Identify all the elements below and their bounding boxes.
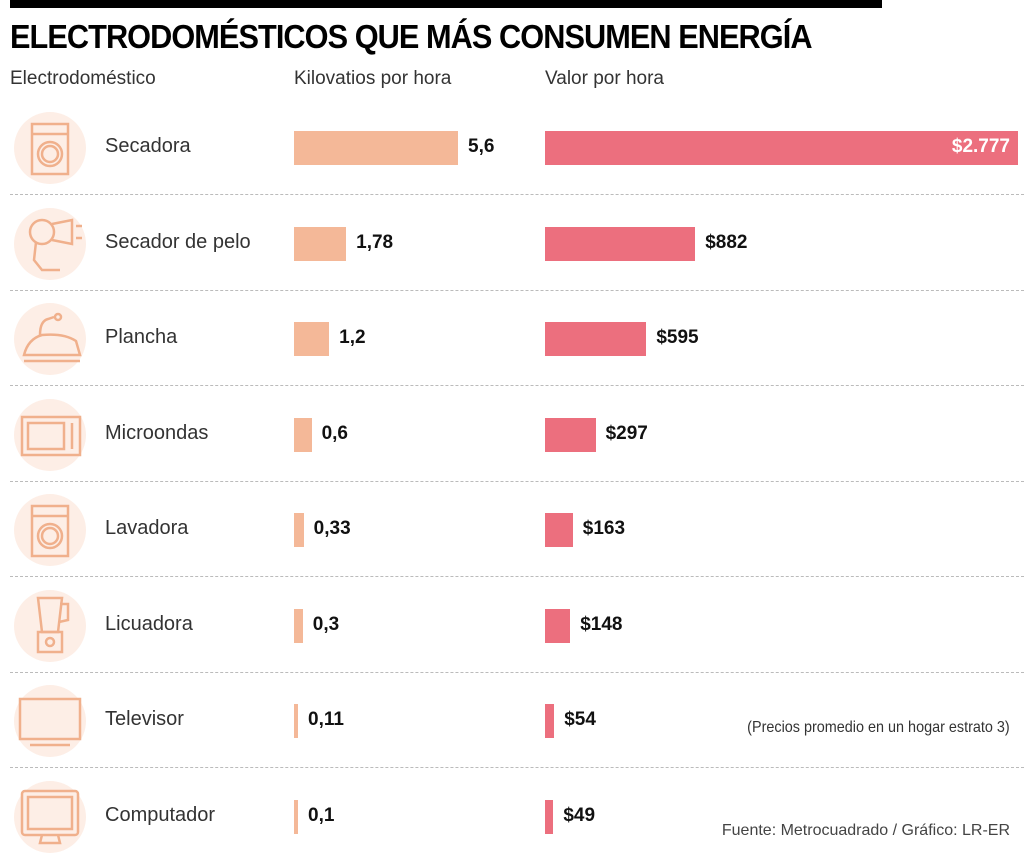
appliance-name: Secador de pelo bbox=[105, 230, 251, 253]
kwh-label: 0,3 bbox=[312, 613, 340, 635]
kwh-bar bbox=[294, 322, 330, 356]
kwh-label: 0,6 bbox=[321, 422, 348, 444]
value-label: $2.777 bbox=[951, 136, 1010, 157]
chart-row: Plancha 1,2 $595 bbox=[0, 291, 1024, 386]
value-bar bbox=[545, 704, 555, 738]
chart-row: Licuadora 0,3 $148 bbox=[0, 578, 1024, 673]
value-bar bbox=[545, 513, 573, 547]
kwh-label: 0,33 bbox=[313, 518, 351, 539]
value-label: $163 bbox=[582, 518, 626, 539]
blender-icon bbox=[14, 589, 86, 662]
value-label: $595 bbox=[656, 327, 699, 348]
washing-machine-icon bbox=[14, 494, 86, 566]
header-kwh: Kilovatios por hora bbox=[294, 68, 452, 89]
chart-row: Microondas 0,6 $297 bbox=[0, 387, 1024, 482]
dryer-icon bbox=[14, 112, 86, 184]
value-bar bbox=[545, 417, 596, 452]
value-label: $54 bbox=[564, 709, 596, 730]
kwh-bar bbox=[294, 704, 298, 738]
chart-row: Secador de pelo 1,78 $882 bbox=[0, 196, 1024, 291]
price-note: (Precios promedio en un hogar estrato 3) bbox=[747, 719, 1010, 736]
chart-row: Lavadora 0,33 $163 bbox=[0, 482, 1024, 577]
value-label: $882 bbox=[705, 231, 748, 253]
appliance-name: Secadora bbox=[105, 135, 191, 157]
appliance-name: Plancha bbox=[105, 326, 178, 348]
chart-row: Televisor 0,11 $54 bbox=[0, 673, 1024, 768]
header-appliance: Electrodoméstico bbox=[10, 68, 156, 89]
value-label: $49 bbox=[563, 804, 596, 826]
row-divider bbox=[10, 289, 1024, 291]
value-label: $297 bbox=[605, 422, 648, 444]
row-divider bbox=[10, 194, 1024, 195]
row-divider bbox=[10, 671, 1024, 673]
kwh-bar bbox=[294, 799, 298, 834]
value-bar bbox=[545, 799, 554, 834]
kwh-bar bbox=[294, 608, 303, 643]
row-divider bbox=[10, 576, 1024, 577]
value-label: $148 bbox=[580, 613, 623, 635]
kwh-bar bbox=[294, 131, 458, 165]
microwave-icon bbox=[14, 398, 86, 471]
kwh-bar bbox=[294, 226, 347, 261]
value-bar bbox=[545, 322, 647, 356]
row-divider bbox=[10, 385, 1024, 386]
value-bar bbox=[545, 226, 696, 261]
kwh-label: 0,1 bbox=[308, 804, 335, 826]
chart-row: Secadora 5,6 $2.777 bbox=[0, 100, 1024, 195]
value-bar bbox=[545, 608, 571, 643]
kwh-bar bbox=[294, 513, 304, 547]
kwh-label: 0,11 bbox=[308, 709, 344, 730]
kwh-label: 1,78 bbox=[356, 231, 394, 253]
appliance-name: Licuadora bbox=[105, 612, 193, 635]
value-bar bbox=[545, 131, 1018, 165]
computer-icon bbox=[14, 780, 86, 853]
appliance-name: Computador bbox=[105, 803, 216, 826]
row-divider bbox=[10, 480, 1024, 482]
kwh-label: 5,6 bbox=[468, 136, 495, 157]
hair-dryer-icon bbox=[14, 207, 86, 280]
appliance-name: Televisor bbox=[105, 708, 184, 730]
kwh-label: 1,2 bbox=[339, 327, 366, 348]
appliance-name: Microondas bbox=[105, 421, 209, 444]
appliance-name: Lavadora bbox=[105, 517, 189, 539]
chart-title: ELECTRODOMÉSTICOS QUE MÁS CONSUMEN ENERG… bbox=[10, 18, 812, 55]
chart-row: Computador 0,1 $49 bbox=[0, 769, 1024, 864]
television-icon bbox=[14, 685, 86, 757]
top-rule bbox=[10, 0, 882, 8]
header-value: Valor por hora bbox=[545, 68, 664, 89]
iron-icon bbox=[14, 303, 86, 375]
source-credit: Fuente: Metrocuadrado / Gráfico: LR-ER bbox=[721, 822, 1010, 839]
kwh-bar bbox=[294, 417, 312, 452]
row-divider bbox=[10, 767, 1024, 768]
